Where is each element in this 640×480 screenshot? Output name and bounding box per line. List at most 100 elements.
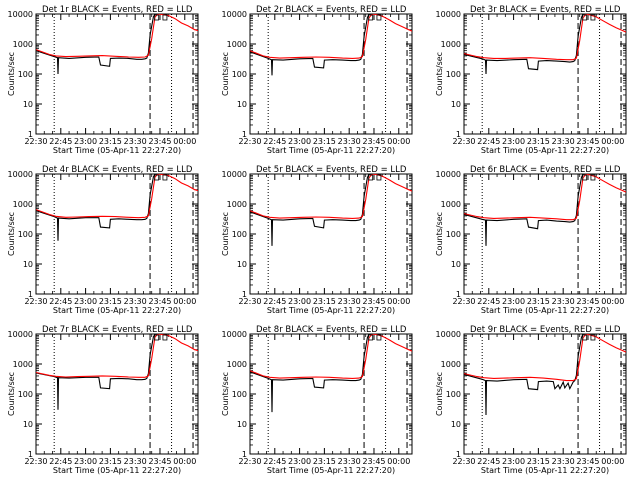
y-tick-label: 10000 bbox=[222, 330, 247, 339]
y-tick-label: 100 bbox=[446, 230, 461, 239]
x-tick-label: 23:45 bbox=[148, 137, 171, 146]
y-tick-label: 1000 bbox=[227, 360, 247, 369]
y-tick-label: 10 bbox=[451, 100, 461, 109]
x-tick-label: 23:45 bbox=[362, 457, 385, 466]
x-tick-label: 22:45 bbox=[49, 457, 72, 466]
saturation-marker bbox=[376, 334, 382, 341]
plot-frame bbox=[35, 333, 199, 455]
y-axis-label: Counts/sec bbox=[7, 372, 16, 416]
y-tick-label: 10 bbox=[23, 100, 33, 109]
y-tick-label: 1 bbox=[28, 290, 33, 299]
y-tick-label: 10 bbox=[237, 100, 247, 109]
y-tick-label: 10000 bbox=[222, 10, 247, 19]
y-tick-label: 1000 bbox=[227, 200, 247, 209]
plot-data-area bbox=[36, 14, 198, 134]
y-tick-label: 1000 bbox=[441, 360, 461, 369]
x-tick-label: 22:45 bbox=[477, 457, 500, 466]
plot-title: Det 9r BLACK = Events, RED = LLD bbox=[470, 325, 621, 335]
series-events-line bbox=[250, 14, 370, 76]
x-tick-label: 23:30 bbox=[338, 457, 361, 466]
x-tick-label: 00:00 bbox=[173, 297, 196, 306]
y-tick-label: 10000 bbox=[436, 170, 461, 179]
x-tick-label: 23:00 bbox=[288, 137, 311, 146]
y-axis-label: Counts/sec bbox=[7, 212, 16, 256]
y-tick-label: 100 bbox=[18, 230, 33, 239]
y-axis-label: Counts/sec bbox=[435, 212, 444, 256]
saturation-marker bbox=[582, 334, 588, 341]
y-tick-label: 1 bbox=[28, 130, 33, 139]
x-tick-label: 22:30 bbox=[238, 137, 261, 146]
x-tick-label: 00:00 bbox=[387, 137, 410, 146]
plot-title: Det 7r BLACK = Events, RED = LLD bbox=[42, 325, 193, 335]
x-tick-label: 00:00 bbox=[601, 457, 624, 466]
plot-title: Det 8r BLACK = Events, RED = LLD bbox=[256, 325, 407, 335]
series-lld-line bbox=[250, 334, 412, 379]
y-tick-label: 100 bbox=[18, 70, 33, 79]
y-tick-label: 100 bbox=[446, 390, 461, 399]
plot-title: Det 5r BLACK = Events, RED = LLD bbox=[256, 165, 407, 175]
saturation-marker bbox=[162, 14, 168, 21]
x-axis-label: Start Time (05-Apr-11 22:27:20) bbox=[267, 306, 395, 315]
x-tick-label: 22:30 bbox=[238, 297, 261, 306]
saturation-marker bbox=[368, 14, 374, 21]
plot-panel-6: Det 6r BLACK = Events, RED = LLD 1 10 100 10… bbox=[435, 165, 627, 315]
x-tick-label: 22:45 bbox=[263, 297, 286, 306]
x-tick-label: 22:30 bbox=[238, 457, 261, 466]
y-tick-label: 100 bbox=[232, 230, 247, 239]
y-tick-label: 1 bbox=[242, 290, 247, 299]
series-events-line bbox=[464, 14, 584, 75]
x-tick-label: 23:30 bbox=[552, 137, 575, 146]
saturation-marker bbox=[154, 174, 160, 181]
plot-frame bbox=[35, 13, 199, 135]
plot-data-area bbox=[464, 174, 626, 294]
plot-panel-5: Det 5r BLACK = Events, RED = LLD 1 10 100 10… bbox=[221, 165, 413, 315]
x-tick-label: 00:00 bbox=[601, 297, 624, 306]
series-lld-line bbox=[36, 174, 198, 219]
y-tick-label: 10 bbox=[451, 260, 461, 269]
plot-frame bbox=[35, 173, 199, 295]
series-lld-line bbox=[250, 174, 412, 219]
x-tick-label: 23:00 bbox=[74, 137, 97, 146]
y-tick-label: 1 bbox=[242, 450, 247, 459]
x-tick-label: 00:00 bbox=[387, 457, 410, 466]
x-tick-label: 23:30 bbox=[124, 297, 147, 306]
saturation-marker bbox=[376, 14, 382, 21]
y-axis-label: Counts/sec bbox=[7, 52, 16, 96]
x-tick-label: 00:00 bbox=[173, 457, 196, 466]
saturation-marker bbox=[368, 174, 374, 181]
saturation-marker bbox=[162, 174, 168, 181]
series-events-line bbox=[36, 334, 156, 410]
y-tick-label: 100 bbox=[232, 70, 247, 79]
y-axis-label: Counts/sec bbox=[221, 372, 230, 416]
y-tick-label: 1 bbox=[456, 450, 461, 459]
series-lld-line bbox=[464, 174, 626, 221]
y-tick-label: 1000 bbox=[441, 200, 461, 209]
plot-data-area bbox=[36, 174, 198, 294]
x-tick-label: 22:45 bbox=[49, 297, 72, 306]
saturation-marker bbox=[368, 334, 374, 341]
series-lld-line bbox=[36, 334, 198, 378]
series-events-line bbox=[464, 334, 584, 416]
x-tick-label: 22:30 bbox=[452, 297, 475, 306]
y-tick-label: 10 bbox=[237, 260, 247, 269]
plot-data-area bbox=[250, 334, 412, 454]
series-events-line bbox=[464, 174, 584, 246]
saturation-marker bbox=[582, 14, 588, 21]
y-tick-label: 1000 bbox=[441, 40, 461, 49]
plot-panel-1: Det 1r BLACK = Events, RED = LLD 1 10 100 10… bbox=[7, 5, 199, 155]
x-tick-label: 22:30 bbox=[24, 297, 47, 306]
x-tick-label: 23:30 bbox=[338, 137, 361, 146]
y-tick-label: 10 bbox=[23, 260, 33, 269]
x-tick-label: 23:45 bbox=[576, 297, 599, 306]
plot-title: Det 4r BLACK = Events, RED = LLD bbox=[42, 165, 193, 175]
plot-frame bbox=[249, 13, 413, 135]
x-tick-label: 23:15 bbox=[313, 457, 336, 466]
y-tick-label: 10000 bbox=[8, 10, 33, 19]
plot-panel-2: Det 2r BLACK = Events, RED = LLD 1 10 100 10… bbox=[221, 5, 413, 155]
plot-frame bbox=[249, 173, 413, 295]
y-tick-label: 1 bbox=[456, 290, 461, 299]
x-tick-label: 23:00 bbox=[74, 457, 97, 466]
x-tick-label: 22:45 bbox=[263, 137, 286, 146]
x-tick-label: 23:30 bbox=[124, 137, 147, 146]
